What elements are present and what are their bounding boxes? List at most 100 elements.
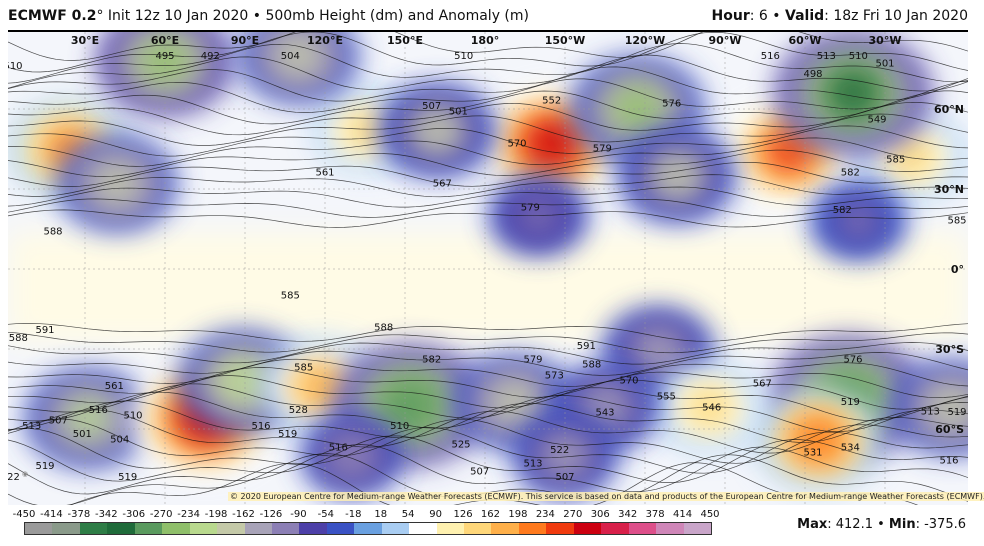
height-contour — [8, 32, 968, 61]
contour-label: 510 — [390, 421, 409, 432]
contour-label: 579 — [521, 202, 540, 213]
tropics-band — [8, 232, 968, 342]
valid-label: Valid — [785, 8, 825, 24]
contour-label: 519 — [947, 407, 966, 418]
contour-label: 492 — [201, 51, 220, 62]
colorbar-tick: -414 — [40, 509, 63, 520]
height-contour — [8, 186, 968, 208]
contour-label: 510 — [849, 51, 868, 62]
colorbar-swatch — [546, 523, 574, 534]
positive-anomaly-area — [891, 138, 933, 176]
colorbar-tick: -54 — [317, 509, 334, 520]
height-contour — [8, 323, 968, 342]
contour-label: 531 — [803, 448, 822, 459]
contour-label: 519 — [841, 397, 860, 408]
colorbar-tick: -270 — [149, 509, 173, 520]
contour-label: 510 — [8, 61, 23, 72]
contour-label: 576 — [843, 354, 862, 365]
longitude-label: 150°W — [545, 34, 586, 47]
height-contour — [8, 444, 968, 495]
contour-label: 516 — [761, 51, 780, 62]
contour-label: 504 — [281, 51, 300, 62]
map-title: ECMWF 0.2° Init 12z 10 Jan 2020 • 500mb … — [8, 8, 529, 24]
negative-anomaly-area — [140, 37, 190, 85]
contour-label: 495 — [155, 51, 174, 62]
colorbar-swatch — [217, 523, 245, 534]
colorbar-tick: 162 — [480, 509, 501, 520]
separator: • — [248, 8, 266, 24]
longitude-label: 120°W — [625, 34, 666, 47]
degree-symbol: ° — [96, 8, 104, 24]
height-contour — [8, 113, 968, 146]
contour-label: 498 — [803, 69, 822, 80]
copyright-notice: © 2020 European Centre for Medium-range … — [228, 492, 984, 501]
colorbar-swatch — [601, 523, 629, 534]
colorbar-swatch — [628, 523, 657, 534]
negative-anomaly-area — [218, 359, 266, 403]
contour-label: 546 — [702, 402, 721, 413]
height-contour — [8, 174, 968, 198]
height-contour — [8, 78, 968, 113]
height-contour — [8, 125, 968, 157]
contour-label: 519 — [35, 461, 54, 472]
longitude-label: 90°W — [709, 34, 742, 47]
colorbar-swatch — [436, 523, 464, 534]
colorbar-swatch — [271, 523, 300, 534]
latitude-label: 0° — [951, 263, 964, 276]
height-contour — [8, 409, 968, 454]
colorbar-swatch — [573, 523, 602, 534]
height-contour — [8, 418, 968, 464]
colorbar-tick: -306 — [122, 509, 146, 520]
height-contour — [8, 54, 968, 92]
height-contour — [8, 198, 968, 218]
positive-anomaly-area — [764, 128, 814, 175]
longitude-label: 60°E — [151, 34, 179, 47]
contour-label: 588 — [43, 226, 62, 237]
contour-label: 516 — [329, 442, 348, 453]
contour-label: 522 — [8, 472, 20, 483]
longitude-label: 30°W — [869, 34, 902, 47]
contour-label: 534 — [841, 442, 860, 453]
contour-label: 519 — [278, 429, 297, 440]
max-min-stats: Max: 412.1 • Min: -375.6 — [797, 517, 966, 532]
positive-anomaly-area — [794, 417, 842, 462]
hour-label: Hour — [711, 8, 750, 24]
contour-label: 561 — [105, 381, 124, 392]
contour-label: 561 — [315, 168, 334, 179]
negative-anomaly-area — [655, 155, 699, 196]
colorbar-tick: -18 — [345, 509, 362, 520]
contour-label: 513 — [22, 421, 41, 432]
contour-label: 513 — [817, 51, 836, 62]
contour-label: 552 — [542, 96, 561, 107]
height-contour — [8, 427, 968, 474]
weatherbell-logo: ◉ — [22, 470, 29, 478]
colorbar-tick: 90 — [429, 509, 442, 520]
separator: • — [767, 8, 786, 24]
contour-label: 555 — [657, 392, 676, 403]
contour-label: 504 — [110, 434, 129, 445]
negative-anomaly-area — [637, 332, 679, 371]
contour-label: 543 — [595, 408, 614, 419]
contour-label: 522 — [550, 445, 569, 456]
min-value: : -375.6 — [915, 517, 966, 532]
contour-label: 507 — [555, 472, 574, 483]
max-value: : 412.1 — [827, 517, 873, 532]
colorbar-swatch — [79, 523, 108, 534]
colorbar-tick: 126 — [453, 509, 473, 520]
longitude-label: 180° — [471, 34, 499, 47]
colorbar-tick: -378 — [67, 509, 91, 520]
colorbar-swatch — [162, 523, 190, 534]
colorbar-tick: 414 — [673, 509, 693, 520]
contour-label: 513 — [921, 406, 940, 417]
colorbar-tick: 378 — [645, 509, 665, 520]
height-contour — [8, 90, 968, 125]
height-contour — [8, 137, 968, 167]
height-contour — [8, 43, 968, 84]
contour-label: 516 — [939, 456, 958, 467]
colorbar-swatch — [299, 523, 327, 534]
contour-label: 588 — [9, 333, 28, 344]
longitude-label: 60°W — [789, 34, 822, 47]
height-contour — [8, 367, 968, 399]
contour-label: 516 — [89, 405, 108, 416]
height-contour — [8, 161, 968, 187]
